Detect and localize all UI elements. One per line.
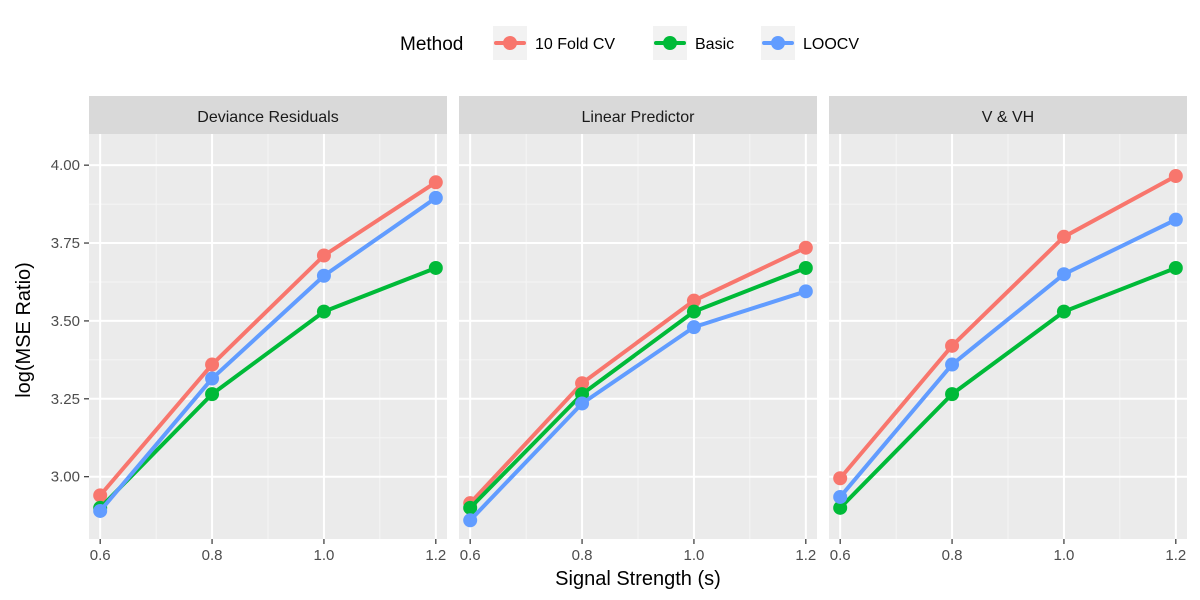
facet-strip-label: Linear Predictor bbox=[582, 109, 696, 126]
facet-strip bbox=[89, 96, 447, 134]
y-axis-title: log(MSE Ratio) bbox=[13, 262, 35, 398]
data-point-loocv bbox=[428, 190, 443, 205]
data-point-basic bbox=[798, 260, 813, 275]
x-tick-label: 0.8 bbox=[572, 547, 593, 564]
data-point-loocv bbox=[1168, 212, 1183, 227]
x-tick-label: 1.0 bbox=[684, 547, 705, 564]
data-point-loocv bbox=[686, 320, 701, 335]
facet-strip bbox=[459, 96, 817, 134]
series-line-10-fold-cv bbox=[98, 180, 438, 498]
data-point-loocv bbox=[945, 357, 960, 372]
data-point-10-fold-cv bbox=[428, 175, 443, 190]
data-point-loocv bbox=[316, 268, 331, 283]
data-point-10-fold-cv bbox=[205, 357, 220, 372]
data-point-10-fold-cv bbox=[575, 376, 590, 391]
y-tick-label: 3.00 bbox=[51, 469, 80, 486]
data-point-loocv bbox=[205, 371, 220, 386]
data-point-10-fold-cv bbox=[1168, 169, 1183, 184]
facet-strip-label: V & VH bbox=[982, 109, 1034, 126]
x-axis-title: Signal Strength (s) bbox=[555, 568, 721, 590]
x-tick-label: 0.6 bbox=[90, 547, 111, 564]
y-tick-label: 3.50 bbox=[51, 313, 80, 330]
panel-linear-predictor: Linear Predictor 0.6 0.8 1.0 1.2 bbox=[459, 96, 817, 564]
data-point-10-fold-cv bbox=[833, 471, 848, 486]
legend-label: Basic bbox=[695, 36, 734, 53]
data-point-10-fold-cv bbox=[316, 248, 331, 263]
data-point-basic bbox=[1168, 260, 1183, 275]
series-basic bbox=[833, 260, 1183, 515]
series-basic bbox=[463, 260, 813, 515]
series-line-10-fold-cv bbox=[838, 174, 1178, 481]
data-point-basic bbox=[1056, 304, 1071, 319]
legend-item-10-fold-cv: 10 Fold CV bbox=[493, 26, 615, 60]
data-point-basic bbox=[833, 500, 848, 515]
legend-marker bbox=[771, 36, 785, 50]
x-tick-label: 1.0 bbox=[314, 547, 335, 564]
data-point-10-fold-cv bbox=[93, 488, 108, 503]
series-loocv bbox=[93, 190, 443, 518]
data-point-loocv bbox=[798, 284, 813, 299]
series-line-basic bbox=[468, 265, 808, 510]
x-tick-label: 1.2 bbox=[1165, 547, 1186, 564]
series-loocv bbox=[463, 284, 813, 528]
data-point-10-fold-cv bbox=[1056, 229, 1071, 244]
panel-deviance-residuals: Deviance Residuals 0.6 0.8 1.0 1.2 bbox=[89, 96, 447, 564]
y-tick-label: 4.00 bbox=[51, 157, 80, 174]
series-10-fold-cv bbox=[833, 169, 1183, 486]
x-tick-label: 1.2 bbox=[795, 547, 816, 564]
x-tick-label: 1.0 bbox=[1054, 547, 1075, 564]
x-tick-label: 1.2 bbox=[425, 547, 446, 564]
data-point-10-fold-cv bbox=[798, 240, 813, 255]
legend-marker bbox=[663, 36, 677, 50]
data-point-basic bbox=[463, 500, 478, 515]
x-tick-label: 0.8 bbox=[942, 547, 963, 564]
panel-v-vh: V & VH 0.6 0.8 1.0 1.2 bbox=[829, 96, 1187, 564]
series-line-basic bbox=[98, 265, 438, 510]
legend-marker bbox=[503, 36, 517, 50]
facet-strip-label: Deviance Residuals bbox=[197, 109, 338, 126]
legend-item-loocv: LOOCV bbox=[761, 26, 859, 60]
legend-item-basic: Basic bbox=[653, 26, 734, 60]
data-point-10-fold-cv bbox=[945, 338, 960, 353]
series-line-loocv bbox=[98, 195, 438, 513]
data-point-basic bbox=[316, 304, 331, 319]
legend-label: 10 Fold CV bbox=[535, 36, 615, 53]
data-point-loocv bbox=[833, 489, 848, 504]
y-axis: 3.00 3.25 3.50 3.75 4.00 bbox=[51, 157, 89, 486]
x-tick-label: 0.8 bbox=[202, 547, 223, 564]
data-point-basic bbox=[945, 387, 960, 402]
legend-title: Method bbox=[400, 34, 463, 55]
y-tick-label: 3.25 bbox=[51, 391, 80, 408]
series-10-fold-cv bbox=[93, 175, 443, 503]
data-point-loocv bbox=[575, 396, 590, 411]
data-point-loocv bbox=[93, 503, 108, 518]
series-line-loocv bbox=[468, 289, 808, 523]
y-tick-label: 3.75 bbox=[51, 235, 80, 252]
series-line-loocv bbox=[838, 217, 1178, 499]
legend: Method 10 Fold CV Basic LOOCV bbox=[400, 26, 859, 60]
data-point-basic bbox=[205, 387, 220, 402]
data-point-10-fold-cv bbox=[686, 293, 701, 308]
series-line-10-fold-cv bbox=[468, 245, 808, 506]
x-tick-label: 0.6 bbox=[460, 547, 481, 564]
series-loocv bbox=[833, 212, 1183, 504]
legend-label: LOOCV bbox=[803, 36, 859, 53]
facet-strip bbox=[829, 96, 1187, 134]
data-point-basic bbox=[428, 260, 443, 275]
series-line-basic bbox=[838, 265, 1178, 510]
data-point-loocv bbox=[1056, 267, 1071, 282]
x-tick-label: 0.6 bbox=[830, 547, 851, 564]
data-point-basic bbox=[686, 304, 701, 319]
data-point-loocv bbox=[463, 513, 478, 528]
